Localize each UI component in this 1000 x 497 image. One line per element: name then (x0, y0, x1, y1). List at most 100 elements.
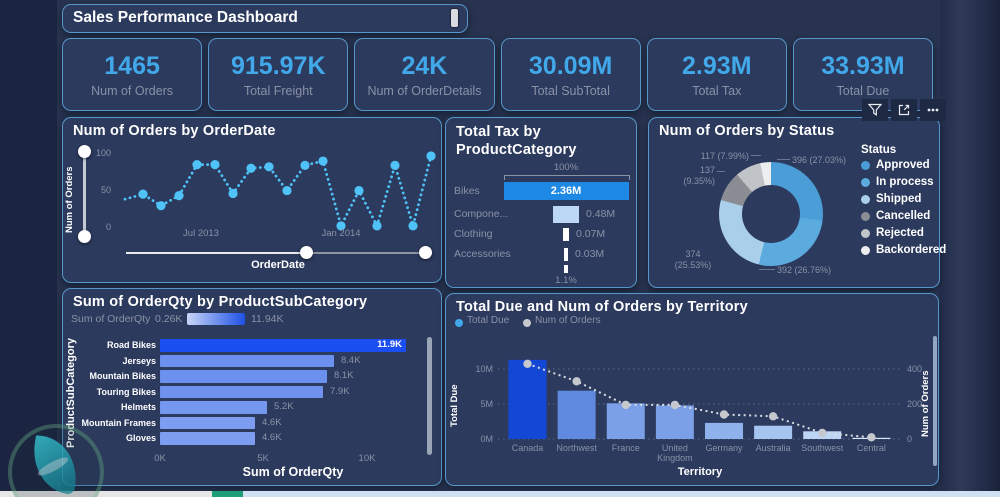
legend-label[interactable]: Num of Orders (535, 315, 601, 326)
line-data-point[interactable] (264, 162, 274, 172)
legend-label: In process (876, 176, 934, 188)
kpi-card-num-of-orders[interactable]: 1465 Num of Orders (62, 38, 203, 111)
combo-bar[interactable] (655, 405, 694, 439)
line-data-point[interactable] (228, 188, 238, 199)
page-title: Sales Performance Dashboard (73, 9, 298, 26)
line-data-point[interactable] (156, 201, 166, 211)
legend-label: Backordered (876, 244, 947, 256)
legend-dot-total-due[interactable] (455, 319, 463, 327)
combo-bar[interactable] (705, 422, 743, 439)
legend-item-shipped[interactable]: Shipped (861, 193, 946, 205)
callout-line (777, 159, 790, 160)
combo-line-point[interactable] (670, 400, 680, 410)
more-options-icon[interactable] (920, 99, 946, 121)
kpi-row: 1465 Num of Orders 915.97K Total Freight… (62, 38, 934, 111)
callout-approved: 396 (27.03%) (792, 155, 847, 165)
taskbar-segment-light[interactable] (0, 491, 212, 497)
dashboard-title-box: Sales Performance Dashboard (62, 4, 468, 33)
kpi-card-total-due[interactable]: 33.93M Total Due (792, 38, 934, 111)
vertical-scrollbar[interactable] (427, 337, 432, 455)
bar[interactable] (160, 370, 327, 383)
combo-bar[interactable] (508, 359, 547, 439)
funnel-bar[interactable] (564, 248, 568, 261)
combo-bar[interactable] (606, 403, 645, 439)
legend-dot-num-of-orders[interactable] (523, 319, 531, 327)
line-data-point[interactable] (138, 189, 148, 199)
kpi-card-total-tax[interactable]: 2.93M Total Tax (646, 38, 787, 111)
line-data-point[interactable] (372, 221, 382, 231)
funnel-value-label: 0.48M (586, 208, 616, 220)
legend-title: Status (861, 144, 897, 156)
bar-category-label: Helmets (120, 402, 156, 412)
funnel-bottom-label: 1.1% (555, 275, 577, 286)
legend-item-rejected[interactable]: Rejected (861, 227, 946, 239)
bar-category-label: Jerseys (122, 355, 156, 366)
x-zoom-slider-handle-left[interactable] (300, 246, 313, 259)
bar[interactable] (160, 339, 406, 352)
kpi-label: Num of Orders (91, 83, 174, 98)
y-tick: 100 (95, 148, 111, 158)
funnel-bar[interactable]: 2.36M (503, 182, 629, 200)
filter-icon[interactable] (862, 99, 888, 121)
line-data-point[interactable] (300, 160, 310, 170)
bar[interactable] (160, 432, 255, 445)
combo-line-point[interactable] (818, 428, 827, 438)
kpi-card-total-subtotal[interactable]: 30.09M Total SubTotal (500, 38, 641, 111)
legend-item-approved[interactable]: Approved (861, 159, 946, 171)
y-axis-title: Num of Orders (64, 166, 75, 234)
combo-line-point[interactable] (867, 433, 876, 442)
taskbar-segment-pale[interactable] (243, 491, 1000, 497)
bar[interactable] (160, 354, 334, 367)
line-data-point[interactable] (318, 156, 328, 166)
line-data-point[interactable] (192, 160, 202, 170)
legend-dot (861, 228, 870, 238)
kpi-card-num-of-orderdetails[interactable]: 24K Num of OrderDetails (354, 38, 495, 111)
y-zoom-slider-track[interactable] (83, 151, 86, 237)
x-zoom-slider-track-selected[interactable] (307, 252, 426, 254)
callout-rejected: 117 (7.99%) (700, 151, 749, 161)
title-slider-handle[interactable] (451, 9, 458, 27)
line-data-point[interactable] (282, 185, 292, 196)
y-zoom-slider-handle-top[interactable] (78, 145, 91, 158)
line-data-point[interactable] (390, 160, 400, 170)
vertical-scrollbar[interactable] (933, 336, 937, 466)
x-zoom-slider-handle-right[interactable] (419, 246, 432, 259)
line-data-point[interactable] (210, 160, 220, 170)
legend-item-cancelled[interactable]: Cancelled (861, 210, 946, 222)
bar-value-label: 8.4K (341, 354, 361, 366)
kpi-label: Total Due (836, 83, 890, 98)
legend-dot (861, 194, 870, 204)
funnel-bracket (504, 175, 630, 180)
x-category-label: Southwest (801, 443, 844, 453)
line-data-point[interactable] (408, 221, 418, 231)
y-zoom-slider-handle-bottom[interactable] (78, 230, 91, 243)
combo-line-point[interactable] (523, 359, 532, 368)
funnel-stub-bar[interactable] (564, 265, 568, 273)
line-data-point[interactable] (426, 151, 436, 161)
combo-line-point[interactable] (719, 410, 729, 419)
focus-mode-icon[interactable] (891, 99, 917, 121)
x-zoom-slider-track[interactable] (126, 252, 307, 254)
combo-bar[interactable] (754, 425, 793, 439)
funnel-bar[interactable] (563, 228, 569, 241)
taskbar-segment-teal[interactable] (212, 491, 243, 497)
callout-in-process: 392 (26.76%) (777, 265, 832, 275)
combo-line-point[interactable] (768, 412, 778, 421)
kpi-card-total-freight[interactable]: 915.97K Total Freight (208, 38, 349, 111)
combo-line-point[interactable] (621, 400, 630, 410)
legend-item-backordered[interactable]: Backordered (861, 244, 947, 256)
funnel-bar[interactable] (553, 206, 579, 223)
legend-label: Shipped (876, 193, 922, 205)
line-data-point[interactable] (354, 185, 364, 196)
line-data-point[interactable] (246, 163, 256, 173)
line-data-point[interactable] (174, 191, 184, 201)
bar[interactable] (160, 385, 323, 398)
bar[interactable] (160, 401, 267, 414)
bar[interactable] (160, 416, 255, 429)
legend-label[interactable]: Total Due (467, 315, 510, 326)
combo-line-point[interactable] (572, 377, 581, 386)
legend-item-in-process[interactable]: In process (861, 176, 946, 188)
combo-bar[interactable] (557, 390, 596, 439)
line-data-point[interactable] (336, 221, 346, 231)
